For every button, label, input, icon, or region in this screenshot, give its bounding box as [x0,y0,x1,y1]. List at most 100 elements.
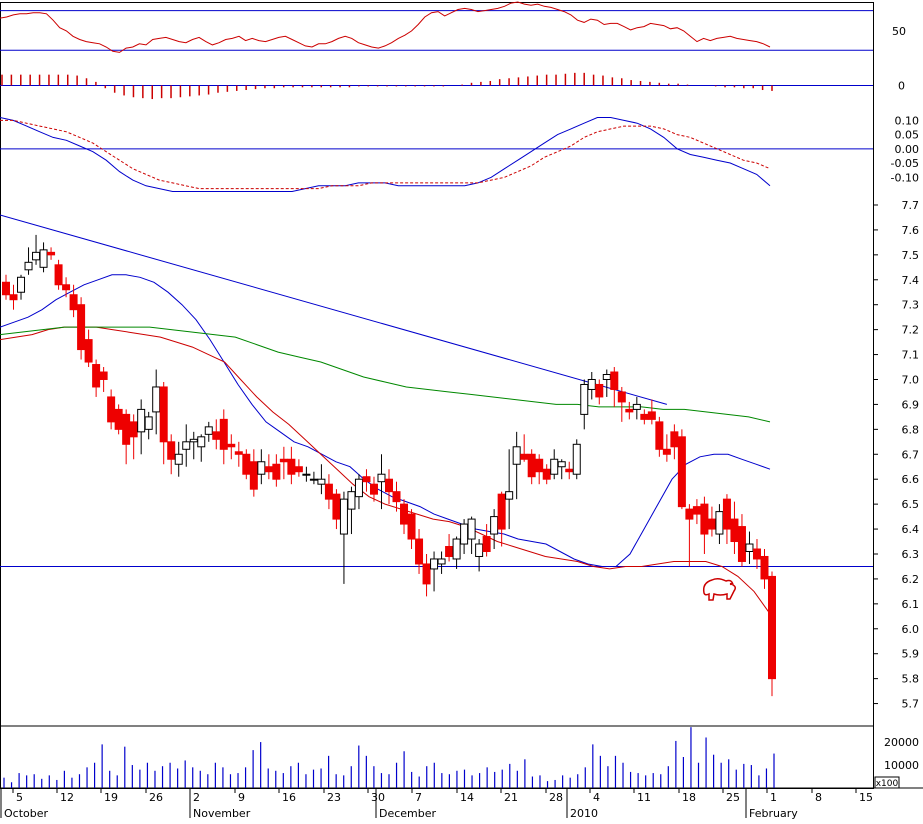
price-tick-label: 6.9 [902,398,920,411]
x-day-label: 11 [637,791,651,804]
candle-body [422,563,431,585]
candle-body [730,518,739,543]
candle-body [249,461,258,490]
histogram-tick-label: 0 [898,80,905,93]
macd-tick-label: 0.05 [895,129,920,142]
candle-body [62,284,71,291]
rsi-tick-label: 50 [892,25,906,38]
candle-body [475,543,484,557]
candle-body [219,418,228,450]
x-day-label: 15 [859,791,873,804]
candle-body [535,458,544,473]
macd-tick-label: -0.10 [891,171,919,184]
candle-body [302,473,311,476]
candle-body [122,413,131,445]
x-month-label: November [193,807,251,820]
candle-body [317,478,326,485]
price-tick-label: 6.0 [902,623,920,636]
price-tick-label: 6.2 [902,573,920,586]
price-tick-label: 7.2 [902,324,920,337]
candle-body [392,491,401,503]
bear-eye [729,582,733,586]
candle-body [354,478,363,498]
candle-body [610,371,619,390]
candle-body [99,371,108,380]
candle-body [2,281,10,296]
candle-body [415,538,424,565]
candle-body [407,513,416,540]
price-tick-label: 5.8 [902,673,920,686]
x-month-label: December [379,807,437,820]
candle-body [279,458,288,463]
candle-body [84,339,93,363]
candle-body [189,438,198,443]
candle-body [174,453,183,465]
x-day-label: 5 [16,791,23,804]
candle-body [324,483,333,500]
candle-body [159,386,168,443]
candle-body [707,518,716,530]
candle-body [369,483,378,495]
candle-body [182,441,191,450]
candle-body [467,518,476,540]
candle-body [257,461,266,475]
candle-body [452,538,461,560]
volume-unit-label: x100 [876,779,899,789]
candle-body [512,446,521,465]
candle-body [662,448,671,455]
plot-frame [0,2,874,789]
candle-body [204,426,213,435]
candle-body [760,555,769,580]
candle-body [152,386,161,413]
candle-body [625,408,634,413]
candle-body [114,408,123,430]
x-day-label: 23 [327,791,341,804]
candle-body [377,473,386,483]
x-month-label: 2010 [570,807,598,820]
candle-body [745,543,754,552]
candle-body [490,516,499,535]
candle-body [520,453,529,460]
candle-body [347,491,356,510]
candle-body [557,461,566,468]
candle-body [39,249,48,268]
candle-body [309,478,318,481]
x-day-label: 14 [460,791,474,804]
candle-body [385,478,393,493]
x-day-label: 26 [149,791,163,804]
candle-body [272,463,281,480]
bear-icon [702,577,737,601]
price-tick-label: 7.4 [902,274,920,287]
x-day-label: 2 [193,791,200,804]
candle-body [287,458,296,475]
moving-average-slow [0,326,771,423]
candle-body [167,441,176,460]
x-day-label: 19 [104,791,118,804]
candle-body [129,421,138,438]
x-day-label: 1 [770,791,777,804]
price-tick-label: 7.0 [902,373,920,386]
macd-tick-label: -0.05 [891,157,919,170]
candle-body [332,493,341,520]
candle-body [77,304,86,351]
price-tick-label: 5.7 [902,698,920,711]
x-month-label: February [749,807,798,820]
volume-unit-box [874,776,900,789]
candle-body [47,251,56,256]
candle-body [737,526,746,562]
price-tick-label: 6.6 [902,473,920,486]
candle-body [17,276,26,293]
moving-average-fast [0,274,771,567]
candle-body [234,451,243,455]
candle-body [24,261,33,271]
candle-body [242,453,251,475]
x-day-label: 9 [238,791,245,804]
x-day-label: 8 [815,791,822,804]
candle-body [400,503,409,525]
candle-body [647,411,656,420]
candle-body [640,413,649,420]
candle-body [617,391,626,403]
x-day-label: 28 [549,791,563,804]
price-tick-label: 7.7 [902,199,920,212]
